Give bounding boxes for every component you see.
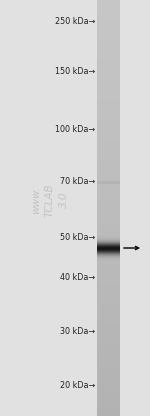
Text: 30 kDa→: 30 kDa→	[60, 327, 95, 337]
Text: 50 kDa→: 50 kDa→	[60, 233, 95, 242]
Text: 150 kDa→: 150 kDa→	[55, 67, 95, 77]
Text: 20 kDa→: 20 kDa→	[60, 381, 95, 389]
Text: 100 kDa→: 100 kDa→	[55, 126, 95, 134]
Text: www.
TCLAB
3.0: www. TCLAB 3.0	[31, 183, 69, 217]
Text: 250 kDa→: 250 kDa→	[55, 17, 95, 27]
Text: 40 kDa→: 40 kDa→	[60, 273, 95, 282]
Text: 70 kDa→: 70 kDa→	[60, 178, 95, 186]
